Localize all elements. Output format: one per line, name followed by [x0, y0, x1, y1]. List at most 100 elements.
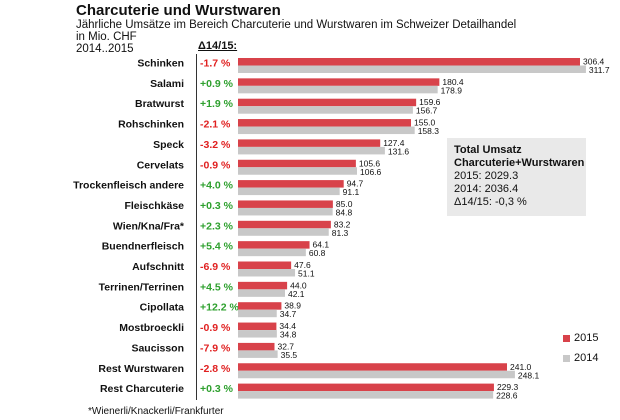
delta-label: -7.9 %	[200, 342, 231, 354]
category-label: Rest Wurstwaren	[98, 363, 184, 375]
delta-label: -0.9 %	[200, 159, 231, 171]
info-subtitle: Charcuterie+Wurstwaren	[454, 157, 585, 169]
bar-2014	[238, 269, 296, 277]
category-label: Rohschinken	[118, 119, 184, 131]
delta-label: -2.8 %	[200, 363, 231, 375]
bar-2014	[238, 106, 413, 114]
category-label: Trockenfleisch andere	[73, 180, 184, 192]
bar-2014	[238, 207, 333, 216]
category-label: Wien/Kna/Fra*	[113, 220, 185, 232]
delta-label: -6.9 %	[200, 261, 231, 273]
value-label-2014: 34.8	[280, 330, 297, 340]
category-label: Fleischkäse	[124, 200, 184, 212]
bar-2014	[238, 65, 586, 73]
chart-title: Charcuterie und Wurstwaren	[76, 2, 281, 19]
value-label-2014: 60.8	[309, 248, 326, 258]
category-label: Cipollata	[140, 302, 184, 314]
delta-header: Δ14/15:	[198, 40, 238, 52]
value-label-2015: 229.3	[497, 382, 519, 392]
info-total-2014: 2014: 2036.4	[454, 183, 519, 195]
value-label-2015: 38.9	[284, 301, 301, 311]
value-label-2015: 159.6	[419, 97, 441, 107]
value-label-2014: 131.6	[388, 146, 410, 156]
value-label-2014: 106.6	[360, 167, 382, 177]
category-label: Schinken	[137, 58, 184, 70]
value-label-2015: 85.0	[336, 199, 353, 209]
value-label-2014: 34.7	[280, 309, 297, 319]
legend-2014: 2014	[563, 352, 598, 364]
legend-swatch-2014	[563, 354, 570, 362]
info-delta: Δ14/15: -0,3 %	[454, 196, 527, 208]
value-label-2014: 91.1	[343, 187, 360, 197]
footnote: *Wienerli/Knackerli/Frankfurter	[88, 406, 224, 417]
category-label: Salami	[150, 78, 184, 90]
value-label-2014: 42.1	[288, 289, 305, 299]
bar-2015	[238, 159, 356, 168]
category-label: Cervelats	[137, 159, 184, 171]
delta-label: -2.1 %	[200, 119, 231, 131]
value-label-2014: 228.6	[496, 391, 518, 401]
value-label-2014: 51.1	[298, 269, 315, 279]
category-label: Mostbroeckli	[119, 322, 184, 334]
bar-2015	[238, 302, 282, 310]
delta-label: +12.2 %	[200, 302, 239, 314]
bar-2015	[238, 139, 381, 147]
bar-2015	[238, 383, 494, 392]
value-label-2015: 155.0	[414, 118, 436, 128]
value-label-2015: 180.4	[442, 77, 464, 87]
bar-2014	[238, 146, 385, 155]
value-label-2014: 156.7	[416, 106, 438, 116]
delta-label: -3.2 %	[200, 139, 231, 151]
bar-2015	[238, 241, 310, 249]
value-label-2014: 35.5	[281, 350, 298, 360]
bar-2015	[238, 78, 440, 86]
bar-2014	[238, 248, 306, 257]
bar-2015	[238, 200, 333, 208]
category-label: Aufschnitt	[132, 261, 184, 273]
bar-2015	[238, 119, 412, 127]
value-label-2015: 47.6	[294, 260, 311, 270]
legend-label-2015: 2015	[574, 332, 599, 344]
bar-2014	[238, 330, 277, 338]
category-axis-line	[196, 54, 197, 400]
bar-2014	[238, 350, 278, 358]
value-label-2014: 84.8	[336, 207, 353, 217]
bar-2015	[238, 363, 508, 371]
value-label-2015: 32.7	[277, 341, 294, 351]
category-label: Speck	[153, 139, 184, 151]
delta-label: +4.5 %	[200, 281, 234, 293]
value-label-2015: 127.4	[383, 138, 405, 148]
value-label-2014: 81.3	[332, 228, 349, 238]
delta-label: +0.3 %	[200, 383, 234, 395]
chart-unit: in Mio. CHF	[76, 31, 137, 43]
category-label: Bratwurst	[135, 98, 185, 110]
chart-subtitle: Jährliche Umsätze im Bereich Charcuterie…	[76, 19, 517, 31]
info-title: Total Umsatz	[454, 144, 522, 156]
delta-label: -0.9 %	[200, 322, 231, 334]
chart-period: 2014..2015	[76, 43, 134, 55]
bar-2014	[238, 85, 438, 94]
value-label-2015: 241.0	[510, 362, 532, 372]
value-label-2014: 158.3	[418, 126, 440, 136]
bar-2015	[238, 180, 344, 188]
bar-2014	[238, 228, 329, 236]
bar-2015	[238, 220, 331, 229]
value-label-2014: 311.7	[589, 65, 610, 75]
bar-2015	[238, 322, 277, 331]
delta-label: +2.3 %	[200, 220, 234, 232]
value-label-2015: 306.4	[583, 57, 605, 67]
delta-label: +1.9 %	[200, 98, 234, 110]
bar-2014	[238, 187, 340, 196]
bar-2015	[238, 261, 292, 269]
value-label-2015: 44.0	[290, 280, 307, 290]
legend-2015: 2015	[563, 332, 598, 344]
bar-2014	[238, 167, 357, 175]
bar-2015	[238, 58, 580, 66]
delta-label: +0.3 %	[200, 200, 234, 212]
legend-swatch-2015	[563, 334, 570, 342]
value-label-2015: 64.1	[313, 240, 330, 250]
category-label: Buendnerfleisch	[102, 241, 184, 253]
delta-label: +5.4 %	[200, 241, 234, 253]
value-label-2014: 178.9	[441, 85, 463, 95]
bar-2015	[238, 342, 275, 351]
